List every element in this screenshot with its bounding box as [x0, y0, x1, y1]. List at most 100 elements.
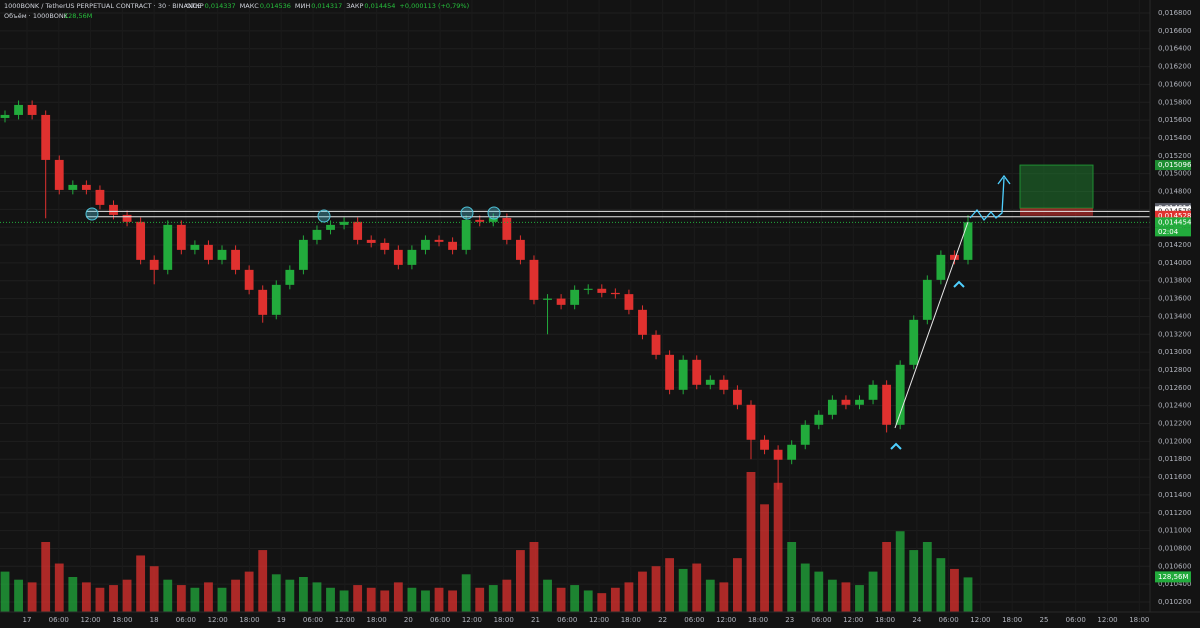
y-tick-label: 0,012800 [1158, 366, 1191, 374]
candle-body [827, 399, 837, 415]
x-tick-label: 21 [531, 616, 540, 624]
ohlc-label: МАКС [240, 2, 260, 10]
x-tick-label: 18:00 [112, 616, 132, 624]
y-tick-label: 0,010400 [1158, 580, 1191, 588]
candle-body [651, 334, 661, 355]
candle-body [963, 222, 973, 260]
ohlc-legend: ОТКР 0,014337 МАКС 0,014536 МИН 0,014317 ЗАКР 0… [186, 2, 469, 10]
volume-bar [488, 585, 498, 612]
candle-body [0, 114, 10, 118]
price-label: 0,015096 [1158, 161, 1192, 169]
candle-body [81, 184, 91, 190]
candle-body [109, 204, 118, 215]
x-tick-label: 06:00 [1066, 616, 1086, 624]
volume-bar [176, 585, 186, 612]
volume-bar [95, 587, 105, 612]
candle-body [68, 184, 78, 190]
y-tick-label: 0,012200 [1158, 420, 1191, 428]
volume-bar [909, 550, 919, 612]
x-tick-label: 12:00 [843, 616, 863, 624]
x-tick-label: 12:00 [716, 616, 736, 624]
volume-bar [719, 582, 729, 612]
y-tick-label: 0,011200 [1158, 509, 1191, 517]
candle-body [488, 217, 498, 222]
x-tick-label: 18:00 [748, 616, 768, 624]
ohlc-value: 0,014454 [364, 2, 395, 10]
y-tick-label: 0,014800 [1158, 188, 1191, 196]
volume-bar [651, 566, 661, 612]
levels [0, 164, 1150, 223]
change: +0,000113 (+0,79%) [399, 2, 469, 10]
candle-body [529, 259, 539, 300]
volume-bar [271, 574, 281, 612]
candle-body [855, 399, 864, 405]
y-tick-label: 0,015600 [1158, 116, 1191, 124]
y-tick-label: 0,012000 [1158, 437, 1191, 445]
candle-body [719, 379, 729, 390]
candle-body [122, 214, 132, 222]
candle-body [434, 239, 444, 242]
trend-line [894, 221, 969, 429]
candle-body [407, 249, 417, 265]
x-tick-label: 06:00 [303, 616, 323, 624]
candle-body [475, 219, 485, 222]
candle-body [54, 159, 64, 190]
volume-bar [244, 571, 254, 612]
candle-body [733, 389, 742, 405]
volume-bar [136, 555, 146, 612]
volume-bar [204, 582, 213, 612]
candle-body [149, 259, 159, 270]
x-tick-label: 18 [150, 616, 159, 624]
volume-bar [746, 472, 756, 612]
y-tick-label: 0,016800 [1158, 9, 1191, 17]
x-tick-label: 06:00 [939, 616, 959, 624]
volume-bar [298, 577, 308, 612]
volume-bar [0, 571, 10, 612]
candle-body [760, 439, 769, 450]
volume-bar [827, 579, 837, 612]
volume-bar [597, 593, 607, 612]
price-label: 0,014454 [1158, 218, 1192, 226]
candle-body [190, 244, 200, 250]
candle-body [800, 424, 810, 445]
touch-circle [487, 206, 501, 220]
x-tick-label: 12:00 [208, 616, 228, 624]
y-tick-label: 0,011600 [1158, 473, 1191, 481]
x-tick-label: 22 [658, 616, 667, 624]
candle-body [556, 298, 566, 305]
x-tick-label: 06:00 [557, 616, 577, 624]
volume-bar [461, 574, 471, 612]
candle-body [909, 319, 919, 365]
candle-body [95, 189, 105, 205]
volume-bar [678, 568, 688, 612]
volume-name: Объём · 1000BONK [4, 12, 69, 20]
volume-bar [393, 582, 403, 612]
candle-body [461, 219, 471, 250]
annotations [85, 174, 1011, 450]
path-projection [969, 177, 1005, 222]
candle-body [27, 104, 37, 115]
ohlc-value: 0,014337 [205, 2, 236, 10]
volume-bar [109, 585, 118, 612]
volume-bar [163, 579, 173, 612]
candle-body [936, 254, 946, 280]
candle-body [868, 384, 878, 400]
volume-bar [638, 571, 647, 612]
candle-body [271, 284, 281, 315]
volume-bar [922, 542, 932, 612]
volume-bar [705, 579, 715, 612]
volume-bar [624, 582, 634, 612]
arrow-head [997, 174, 1011, 185]
candle-body [502, 217, 512, 240]
volume-bar [570, 585, 580, 612]
y-tick-label: 0,010600 [1158, 562, 1191, 570]
volume-bar [326, 587, 335, 612]
ohlc-value: 0,014317 [311, 2, 342, 10]
volume-bar [529, 542, 539, 612]
x-tick-label: 18:00 [621, 616, 641, 624]
x-tick-label: 06:00 [430, 616, 450, 624]
volume-bar [583, 590, 593, 612]
y-tick-label: 0,010200 [1158, 598, 1191, 606]
price-label: 0,014528 [1158, 212, 1191, 220]
y-tick-label: 0,013000 [1158, 348, 1191, 356]
